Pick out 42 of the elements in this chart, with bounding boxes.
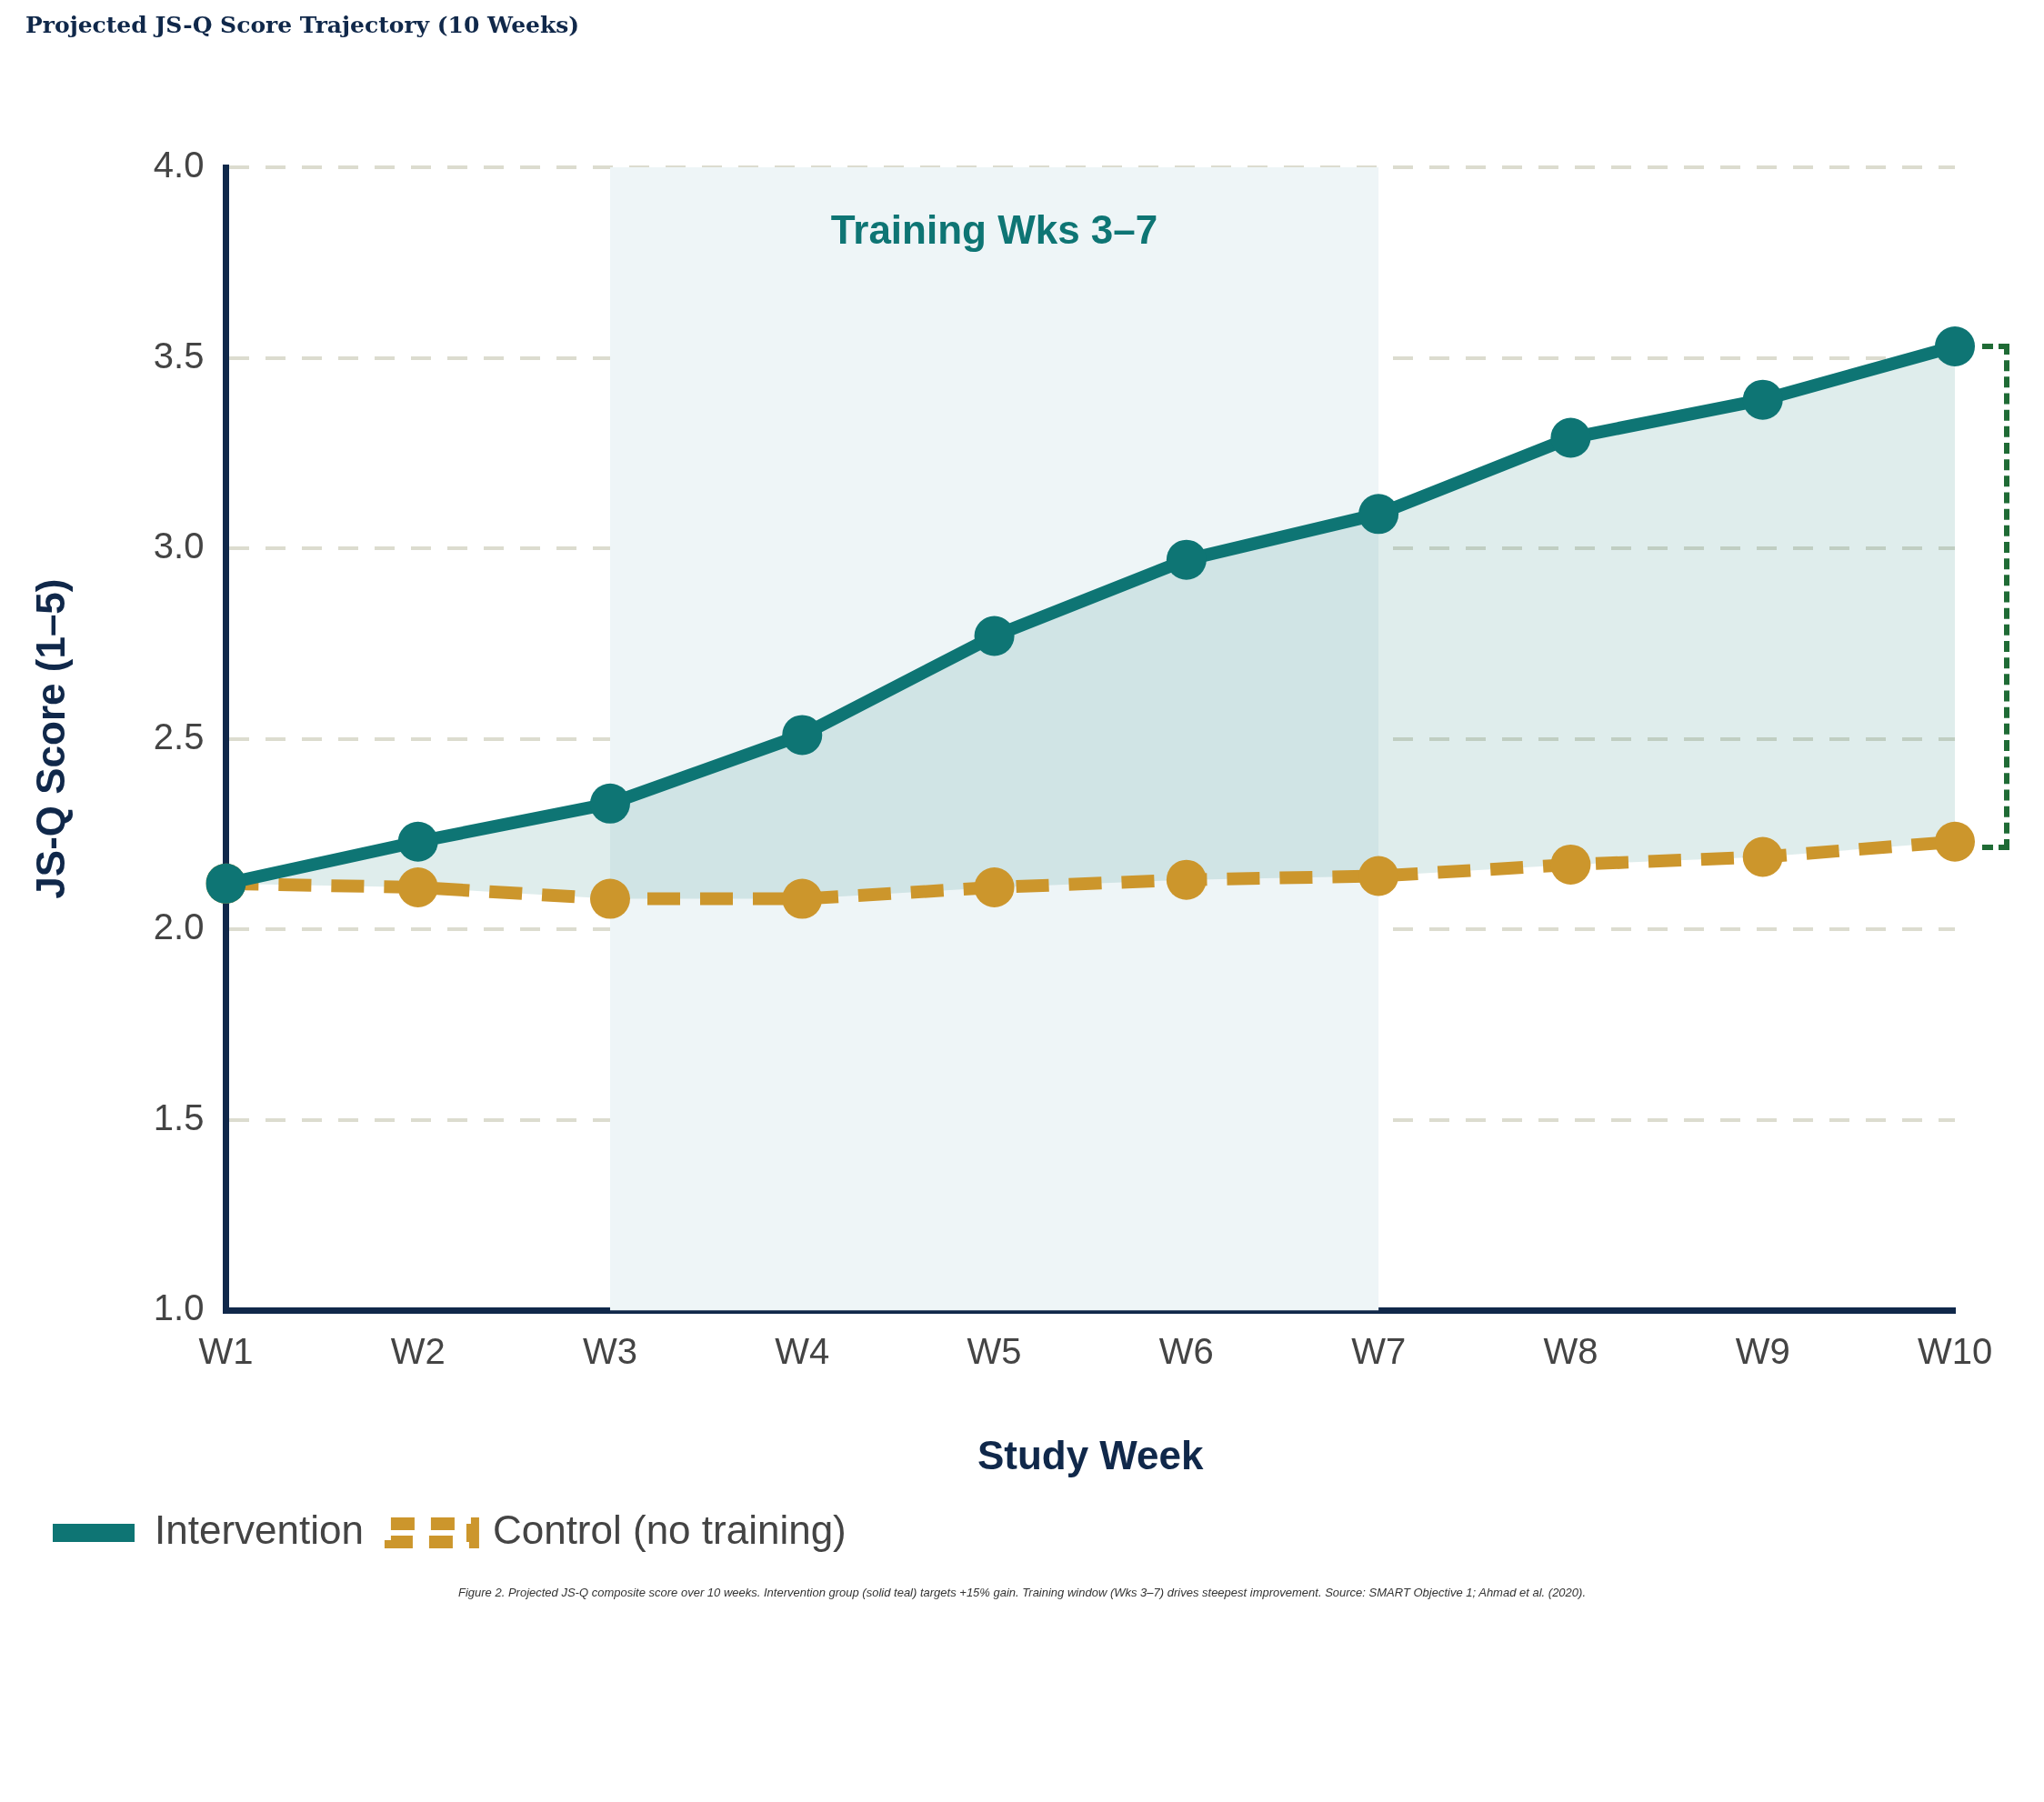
point bbox=[1166, 859, 1207, 900]
point bbox=[782, 878, 823, 919]
x-tick-label: W1 bbox=[198, 1331, 254, 1372]
y-tick-label: 4.0 bbox=[153, 145, 205, 185]
x-tick-label: W8 bbox=[1543, 1331, 1598, 1372]
x-tick-label: W3 bbox=[582, 1331, 637, 1372]
point bbox=[1550, 844, 1591, 885]
point bbox=[397, 821, 438, 862]
band-label: Training Wks 3–7 bbox=[830, 207, 1158, 253]
y-tick-label: 2.0 bbox=[153, 906, 205, 947]
point bbox=[974, 616, 1015, 656]
chart-title: Projected JS-Q Score Trajectory (10 Weeks) bbox=[25, 11, 580, 38]
point bbox=[1166, 539, 1207, 580]
x-tick-label: W6 bbox=[1158, 1331, 1214, 1372]
x-tick-label: W10 bbox=[1917, 1331, 1993, 1372]
point bbox=[397, 867, 438, 908]
x-tick-label: W9 bbox=[1735, 1331, 1790, 1372]
point bbox=[782, 715, 823, 756]
point bbox=[1935, 325, 1975, 366]
point bbox=[1935, 821, 1975, 862]
y-tick-label: 2.5 bbox=[153, 716, 205, 756]
point bbox=[1550, 417, 1591, 458]
point bbox=[1742, 379, 1783, 420]
x-tick-label: W2 bbox=[390, 1331, 446, 1372]
point bbox=[1742, 836, 1783, 877]
point bbox=[1358, 856, 1399, 896]
x-axis-title: Study Week bbox=[977, 1432, 1205, 1477]
y-tick-label: 3.0 bbox=[153, 526, 205, 566]
point bbox=[589, 783, 630, 824]
caption: Figure 2. Projected JS-Q composite score over 10 weeks. Intervention group (solid teal) targets +15% gain. Training window (Wks 3–7) drives steepest improvement. Source: SMART Objective 1; Ahmad et al. (2020). bbox=[457, 1586, 1587, 1599]
y-axis-title: JS-Q Score (1–5) bbox=[27, 578, 73, 899]
y-tick-label: 3.5 bbox=[153, 335, 205, 375]
y-tick-label: 1.0 bbox=[153, 1287, 205, 1328]
point bbox=[589, 878, 630, 919]
legend-label: Control (no training) bbox=[492, 1507, 847, 1553]
point bbox=[1358, 494, 1399, 535]
y-tick-label: 1.5 bbox=[153, 1096, 205, 1137]
legend-label: Intervention bbox=[155, 1507, 364, 1553]
x-tick-label: W5 bbox=[967, 1331, 1022, 1372]
point bbox=[974, 867, 1015, 908]
x-tick-label: W7 bbox=[1351, 1331, 1407, 1372]
x-tick-label: W4 bbox=[775, 1331, 830, 1372]
